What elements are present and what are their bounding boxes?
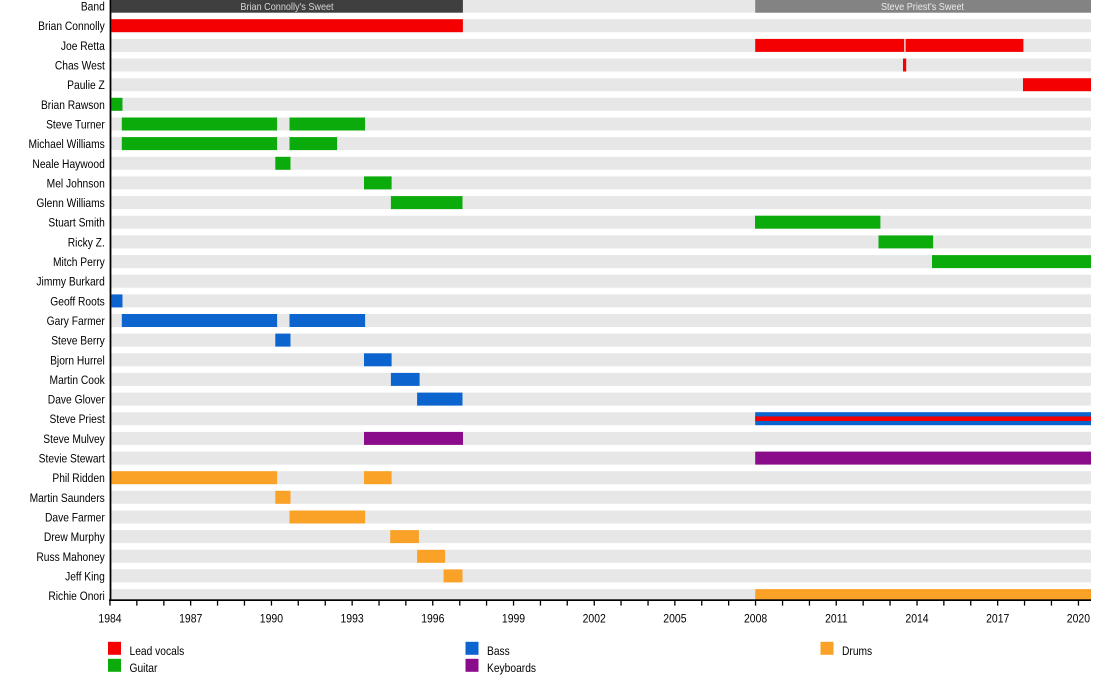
svg-text:Brian Connolly's Sweet: Brian Connolly's Sweet bbox=[240, 2, 333, 14]
svg-text:Band: Band bbox=[81, 1, 105, 14]
svg-text:Steve Mulvey: Steve Mulvey bbox=[43, 433, 105, 446]
svg-text:Mitch Perry: Mitch Perry bbox=[53, 256, 105, 269]
svg-text:Neale Haywood: Neale Haywood bbox=[32, 158, 104, 171]
svg-text:Stuart Smith: Stuart Smith bbox=[48, 217, 104, 230]
svg-text:Brian Rawson: Brian Rawson bbox=[41, 99, 105, 112]
svg-text:Dave Farmer: Dave Farmer bbox=[45, 512, 105, 525]
svg-text:Russ Mahoney: Russ Mahoney bbox=[36, 551, 105, 564]
svg-text:Drew Murphy: Drew Murphy bbox=[44, 531, 105, 544]
svg-text:Phil Ridden: Phil Ridden bbox=[52, 473, 104, 486]
svg-text:1990: 1990 bbox=[260, 613, 283, 626]
svg-text:1984: 1984 bbox=[98, 613, 121, 626]
svg-text:Chas West: Chas West bbox=[55, 60, 106, 73]
svg-text:Mel Johnson: Mel Johnson bbox=[47, 178, 105, 191]
svg-text:Stevie Stewart: Stevie Stewart bbox=[39, 453, 106, 466]
svg-text:Bass: Bass bbox=[487, 645, 510, 658]
svg-text:Michael Williams: Michael Williams bbox=[28, 138, 105, 151]
svg-text:2020: 2020 bbox=[1067, 613, 1090, 626]
svg-text:2014: 2014 bbox=[905, 613, 928, 626]
svg-text:Brian Connolly: Brian Connolly bbox=[38, 21, 105, 34]
svg-text:2008: 2008 bbox=[744, 613, 767, 626]
svg-text:Richie Onori: Richie Onori bbox=[48, 590, 104, 603]
svg-text:Bjorn Hurrel: Bjorn Hurrel bbox=[50, 355, 105, 368]
svg-text:2002: 2002 bbox=[583, 613, 606, 626]
svg-text:Guitar: Guitar bbox=[130, 662, 158, 675]
svg-text:Steve Berry: Steve Berry bbox=[51, 335, 105, 348]
svg-text:Joe Retta: Joe Retta bbox=[61, 40, 106, 53]
svg-text:Glenn Williams: Glenn Williams bbox=[36, 197, 105, 210]
svg-text:Jimmy Burkard: Jimmy Burkard bbox=[36, 276, 104, 289]
svg-text:2005: 2005 bbox=[663, 613, 686, 626]
svg-text:Martin Saunders: Martin Saunders bbox=[30, 492, 106, 505]
svg-text:Geoff Roots: Geoff Roots bbox=[50, 296, 105, 309]
svg-text:2017: 2017 bbox=[986, 613, 1009, 626]
svg-text:1996: 1996 bbox=[421, 613, 444, 626]
svg-text:Martin Cook: Martin Cook bbox=[50, 374, 106, 387]
svg-text:1993: 1993 bbox=[340, 613, 363, 626]
svg-text:1987: 1987 bbox=[179, 613, 202, 626]
svg-text:2011: 2011 bbox=[825, 613, 847, 626]
svg-text:Paulie Z: Paulie Z bbox=[67, 80, 105, 93]
svg-text:Ricky Z.: Ricky Z. bbox=[68, 237, 105, 250]
svg-text:Gary Farmer: Gary Farmer bbox=[47, 315, 105, 328]
svg-text:Steve Turner: Steve Turner bbox=[46, 119, 105, 132]
svg-text:Jeff King: Jeff King bbox=[65, 571, 105, 584]
svg-text:Lead vocals: Lead vocals bbox=[130, 645, 185, 658]
svg-text:Keyboards: Keyboards bbox=[487, 662, 536, 675]
svg-text:Steve Priest: Steve Priest bbox=[50, 414, 106, 427]
svg-text:Dave Glover: Dave Glover bbox=[48, 394, 105, 407]
svg-text:1999: 1999 bbox=[502, 613, 525, 626]
svg-text:Steve Priest's Sweet: Steve Priest's Sweet bbox=[881, 2, 964, 14]
svg-text:Drums: Drums bbox=[842, 645, 873, 658]
